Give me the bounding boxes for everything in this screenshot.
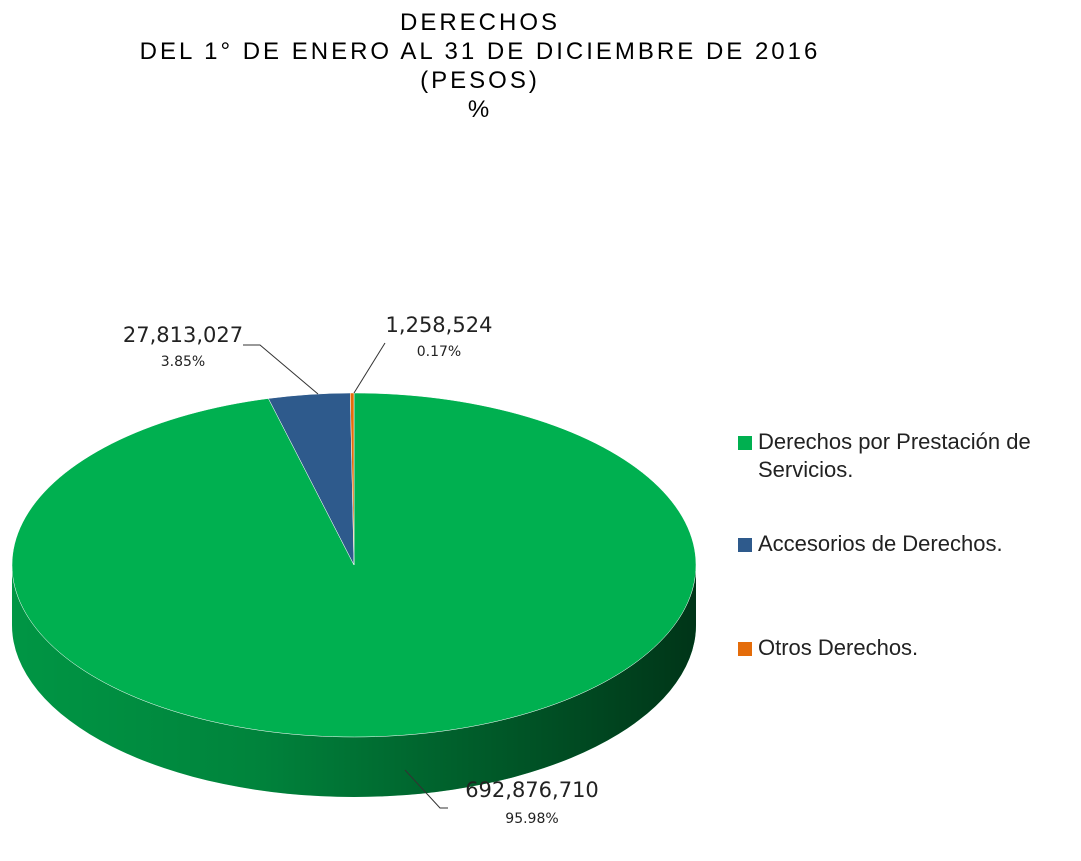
side-shade bbox=[12, 565, 696, 797]
chart-title: DERECHOS bbox=[400, 9, 560, 36]
leader-line bbox=[243, 344, 319, 395]
pie-slice bbox=[349, 392, 355, 566]
leader-line bbox=[404, 769, 448, 809]
data-label: 692,876,710 bbox=[465, 778, 599, 802]
percent-label: 0.17% bbox=[417, 344, 461, 360]
legend-item: Otros Derechos. bbox=[738, 634, 1058, 662]
data-label: 27,813,027 bbox=[123, 323, 243, 347]
legend-item: Derechos por Prestación de Servicios. bbox=[738, 428, 1058, 484]
chart-title: % bbox=[468, 96, 492, 123]
legend-swatch bbox=[738, 436, 752, 450]
legend-swatch bbox=[738, 538, 752, 552]
data-label: 1,258,524 bbox=[386, 313, 493, 337]
percent-label: 95.98% bbox=[505, 811, 558, 827]
percent-label: 3.85% bbox=[161, 354, 205, 370]
legend-label: Derechos por Prestación de Servicios. bbox=[758, 429, 1031, 482]
legend-item: Accesorios de Derechos. bbox=[738, 530, 1058, 558]
legend-swatch bbox=[738, 642, 752, 656]
leader-line bbox=[353, 342, 386, 394]
chart-title: DEL 1° DE ENERO AL 31 DE DICIEMBRE DE 20… bbox=[140, 38, 821, 65]
legend-label: Otros Derechos. bbox=[758, 635, 919, 660]
legend-label: Accesorios de Derechos. bbox=[758, 531, 1003, 556]
chart-title: (PESOS) bbox=[420, 67, 540, 94]
